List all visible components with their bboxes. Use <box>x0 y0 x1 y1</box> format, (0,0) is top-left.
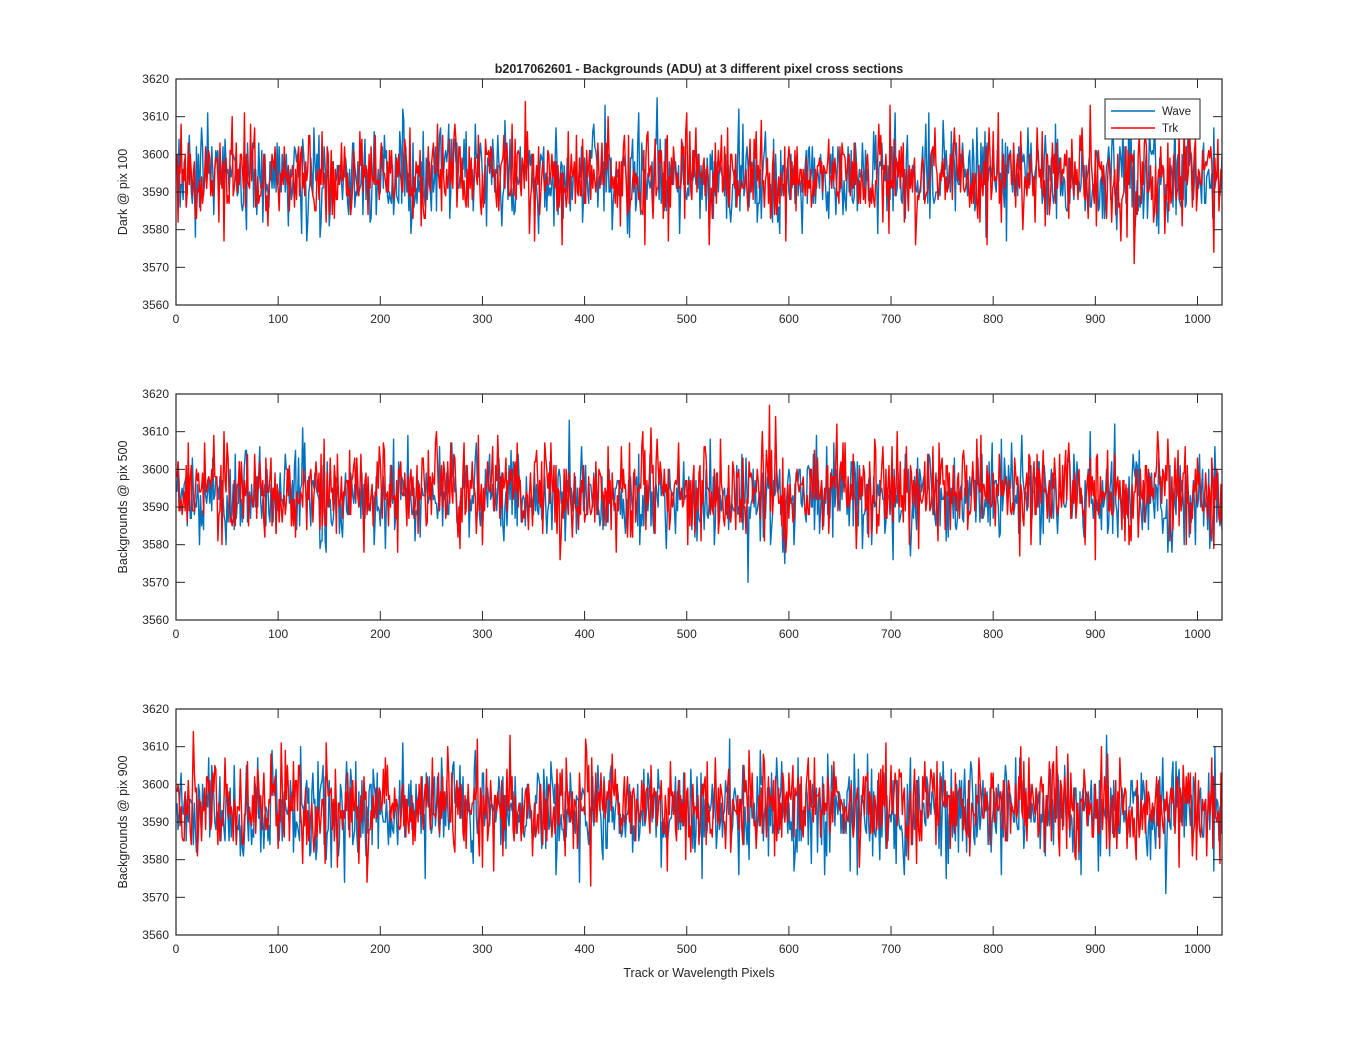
series-line-trk <box>176 404 1222 561</box>
y-tick-label: 3570 <box>142 890 169 904</box>
legend-box <box>1104 98 1201 140</box>
x-tick-label: 100 <box>268 312 288 326</box>
x-tick-label: 900 <box>1085 627 1105 641</box>
x-tick-label: 200 <box>370 312 390 326</box>
x-tick-label: 300 <box>472 312 492 326</box>
x-tick-label: 300 <box>472 942 492 956</box>
x-tick-label: 600 <box>779 627 799 641</box>
y-tick-label: 3570 <box>142 260 169 274</box>
y-axis-label: Backgrounds @ pix 900 <box>116 756 130 889</box>
x-tick-label: 800 <box>983 627 1003 641</box>
x-tick-label: 500 <box>677 312 697 326</box>
panel-2: 0 100 200 300 400 500 600 700 800 900 1000 3560 3570… <box>116 387 1223 641</box>
panel-3: 0 100 200 300 400 500 600 700 800 900 1000 3560 3570… <box>116 702 1223 956</box>
x-tick-label: 400 <box>575 942 595 956</box>
legend-label-trk: Trk <box>1162 123 1178 135</box>
series-line-trk <box>176 730 1222 887</box>
x-tick-label: 700 <box>881 627 901 641</box>
x-tick-label: 800 <box>983 312 1003 326</box>
y-tick-label: 3610 <box>142 425 169 439</box>
y-tick-label: 3570 <box>142 575 169 589</box>
x-tick-label: 1000 <box>1184 942 1211 956</box>
x-tick-label: 100 <box>268 627 288 641</box>
series-line-wave <box>176 97 1222 242</box>
x-tick-label: 1000 <box>1184 627 1211 641</box>
y-tick-label: 3620 <box>142 387 169 401</box>
y-tick-label: 3600 <box>142 462 169 476</box>
x-tick-label: 500 <box>677 627 697 641</box>
x-tick-label: 500 <box>677 942 697 956</box>
y-tick-label: 3560 <box>142 298 169 312</box>
y-tick-label: 3620 <box>142 72 169 86</box>
y-tick-label: 3580 <box>142 853 169 867</box>
y-tick-label: 3600 <box>142 777 169 791</box>
y-tick-label: 3560 <box>142 613 169 627</box>
y-tick-label: 3590 <box>142 185 169 199</box>
traces <box>176 730 1222 895</box>
x-tick-label: 1000 <box>1184 312 1211 326</box>
traces <box>176 404 1222 584</box>
x-tick-label: 0 <box>173 627 180 641</box>
y-tick-label: 3600 <box>142 147 169 161</box>
x-tick-label: 0 <box>173 312 180 326</box>
y-tick-label: 3590 <box>142 500 169 514</box>
x-tick-label: 800 <box>983 942 1003 956</box>
x-tick-label: 600 <box>779 942 799 956</box>
panels: 0 100 200 300 400 500 600 700 800 900 100035603570… <box>116 72 1223 956</box>
x-tick-label: 900 <box>1085 942 1105 956</box>
x-tick-label: 700 <box>881 942 901 956</box>
legend: Wave Trk <box>1104 98 1201 140</box>
x-tick-label: 600 <box>779 312 799 326</box>
panel-1: 0 100 200 300 400 500 600 700 800 900 1000 3560 3570… <box>116 72 1223 326</box>
series-line-trk <box>176 100 1222 265</box>
x-tick-label: 900 <box>1085 312 1105 326</box>
x-tick-label: 200 <box>370 942 390 956</box>
traces <box>176 97 1222 265</box>
x-tick-label: 400 <box>575 627 595 641</box>
x-axis-label: Track or Wavelength Pixels <box>623 966 774 980</box>
y-tick-label: 3580 <box>142 223 169 237</box>
y-tick-label: 3580 <box>142 538 169 552</box>
x-tick-label: 100 <box>268 942 288 956</box>
y-tick-label: 3590 <box>142 815 169 829</box>
y-tick-label: 3610 <box>142 110 169 124</box>
x-tick-label: 300 <box>472 627 492 641</box>
y-axis-label: Backgrounds @ pix 500 <box>116 441 130 574</box>
x-tick-label: 0 <box>173 942 180 956</box>
y-axis-label: Dark @ pix 100 <box>116 149 130 235</box>
y-tick-label: 3560 <box>142 928 169 942</box>
y-tick-label: 3610 <box>142 740 169 754</box>
y-tick-label: 3620 <box>142 702 169 716</box>
x-tick-label: 200 <box>370 627 390 641</box>
figure-title: b2017062601 - Backgrounds (ADU) at 3 dif… <box>495 62 904 76</box>
legend-label-wave: Wave <box>1162 106 1191 118</box>
x-tick-label: 700 <box>881 312 901 326</box>
x-tick-label: 400 <box>575 312 595 326</box>
